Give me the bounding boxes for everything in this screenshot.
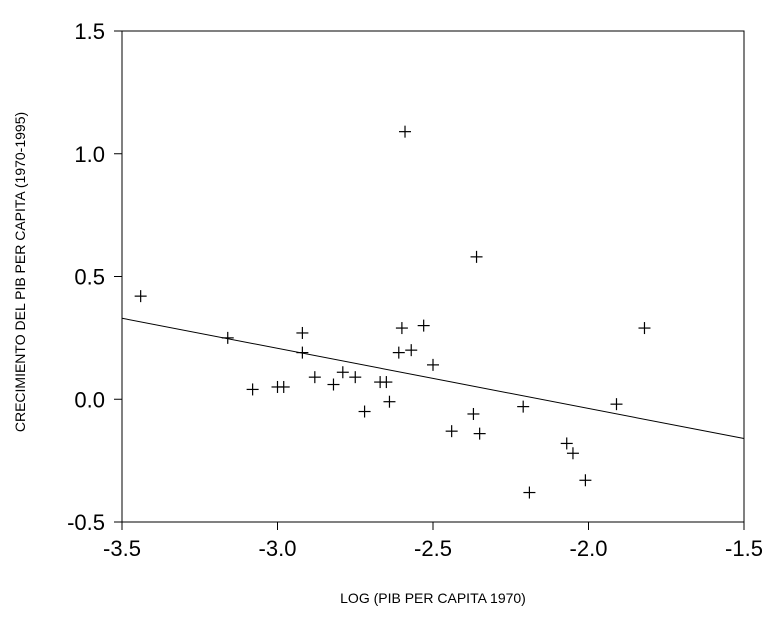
x-axis-title: LOG (PIB PER CAPITA 1970) — [340, 590, 526, 606]
x-tick-label: -3.5 — [103, 536, 141, 561]
data-point — [277, 380, 290, 393]
data-point — [417, 319, 430, 332]
data-point — [445, 425, 458, 438]
data-point — [517, 400, 530, 413]
y-tick-label: 0.0 — [74, 387, 105, 412]
data-point — [336, 366, 349, 379]
x-tick-label: -1.5 — [725, 536, 763, 561]
data-point — [467, 407, 480, 420]
data-point — [383, 395, 396, 408]
y-axis-title: CRECIMIENTO DEL PIB PER CAPITA (1970-199… — [12, 112, 28, 432]
fit-line — [121, 317, 745, 440]
data-point — [221, 331, 234, 344]
y-tick-label: 0.5 — [74, 265, 105, 290]
data-point — [380, 376, 393, 389]
data-point — [358, 405, 371, 418]
data-point — [296, 346, 309, 359]
data-point — [560, 437, 573, 450]
data-point — [473, 427, 486, 440]
data-point — [610, 398, 623, 411]
data-point — [427, 358, 439, 371]
x-tick-label: -2.5 — [414, 536, 452, 561]
data-point — [405, 344, 418, 357]
data-point — [566, 447, 579, 460]
data-point — [392, 346, 405, 359]
y-tick-label: 1.0 — [74, 142, 105, 167]
data-point — [246, 383, 259, 396]
data-point — [638, 322, 651, 335]
data-point — [579, 474, 592, 487]
x-tick-label: -2.0 — [570, 536, 608, 561]
data-point — [395, 322, 408, 335]
x-tick-label: -3.0 — [259, 536, 297, 561]
regression-line — [121, 317, 745, 440]
data-point — [327, 378, 340, 391]
data-point — [349, 371, 362, 384]
y-tick-label: -0.5 — [67, 510, 105, 535]
y-tick-label: 1.5 — [74, 19, 105, 44]
data-point — [296, 326, 309, 339]
data-point — [308, 371, 321, 384]
data-point — [470, 250, 483, 263]
data-point — [399, 125, 412, 138]
data-point — [523, 486, 536, 499]
data-point — [134, 290, 147, 303]
axis-ticks: -3.5 -3.0 -2.5 -2.0 -1.5 1.5 1.0 0.5 0.0 -0.5 — [67, 19, 763, 561]
data-points — [134, 125, 651, 499]
plot-frame — [121, 30, 745, 523]
